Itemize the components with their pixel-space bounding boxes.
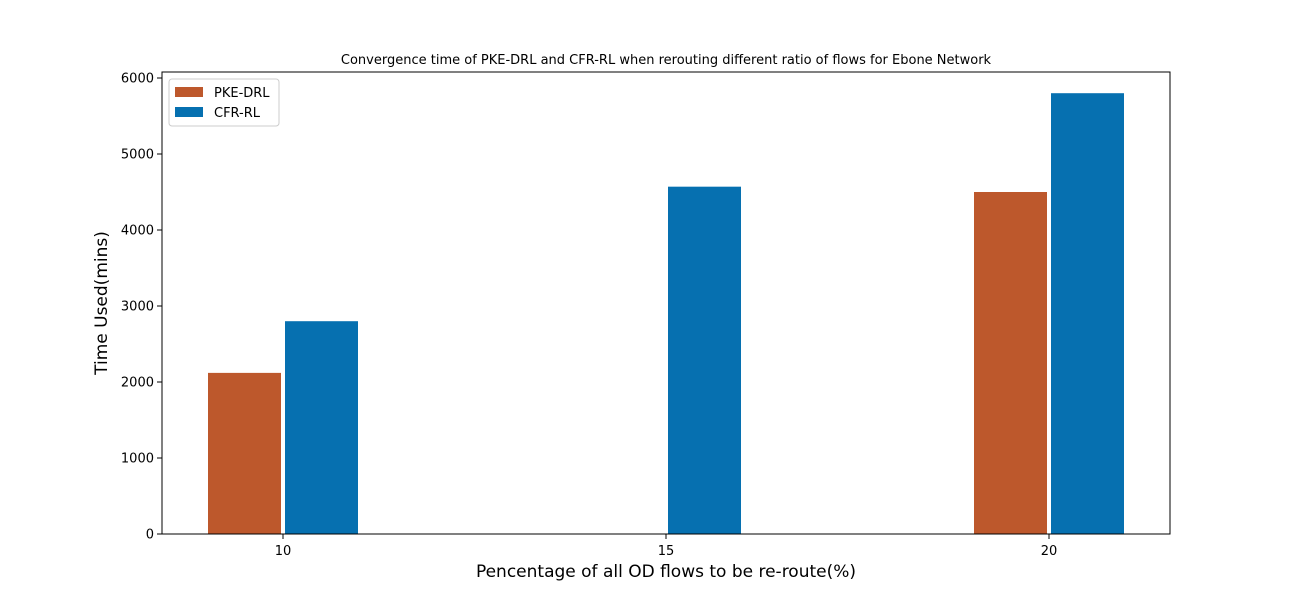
x-tick-label: 15 <box>658 544 675 559</box>
chart-title: Convergence time of PKE-DRL and CFR-RL w… <box>341 53 992 68</box>
legend: PKE-DRL CFR-RL <box>168 78 280 127</box>
legend-label-cfr-rl: CFR-RL <box>214 106 261 121</box>
x-axis: 10 15 20 <box>275 534 1058 559</box>
x-tick-label: 10 <box>275 544 292 559</box>
y-tick-label: 6000 <box>121 72 154 87</box>
y-axis-label: Time Used(mins) <box>92 231 112 376</box>
y-tick-label: 0 <box>146 528 154 543</box>
bar-pke-drl-10 <box>208 372 281 534</box>
y-axis: 0 1000 2000 3000 4000 5000 6000 <box>121 72 162 543</box>
y-tick-label: 1000 <box>121 452 154 467</box>
y-tick-label: 2000 <box>121 376 154 391</box>
legend-swatch-cfr-rl <box>175 107 203 117</box>
y-tick-label: 4000 <box>121 224 154 239</box>
legend-label-pke-drl: PKE-DRL <box>214 86 270 101</box>
y-tick-label: 3000 <box>121 300 154 315</box>
bars-layer <box>208 93 1124 534</box>
y-tick-label: 5000 <box>121 148 154 163</box>
bar-pke-drl-20 <box>974 192 1047 534</box>
x-axis-label: Pencentage of all OD flows to be re-rout… <box>476 562 856 582</box>
x-tick-label: 20 <box>1041 544 1058 559</box>
bar-cfr-rl-20 <box>1051 93 1124 534</box>
bar-cfr-rl-15 <box>668 186 741 534</box>
legend-swatch-pke-drl <box>175 87 203 97</box>
bar-cfr-rl-10 <box>285 321 358 534</box>
